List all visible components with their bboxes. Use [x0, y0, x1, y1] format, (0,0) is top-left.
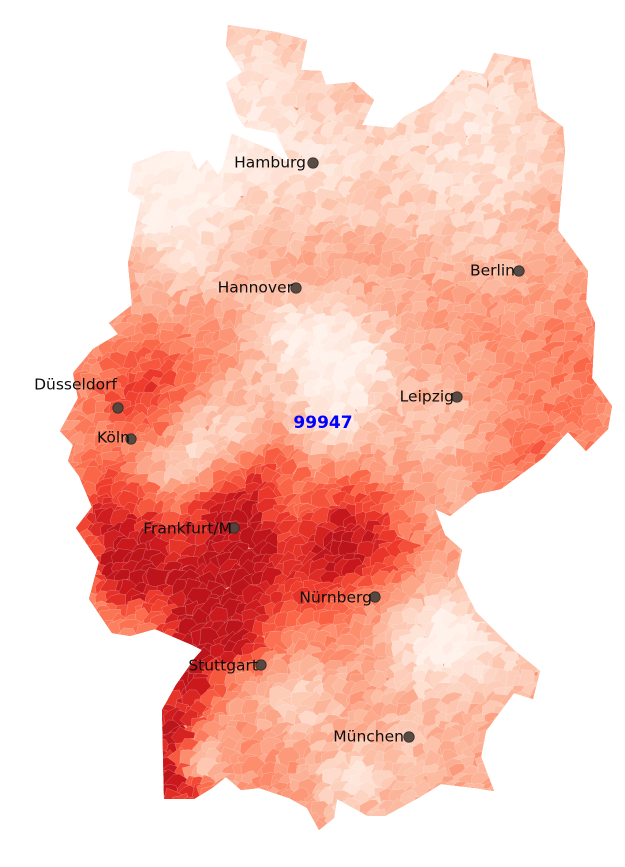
city-berlin: Berlin — [470, 262, 525, 280]
city-label: München — [333, 728, 404, 746]
city-label: Leipzig — [400, 388, 454, 406]
city-marker — [290, 282, 302, 294]
city-marker — [112, 402, 124, 414]
city-marker — [369, 591, 381, 603]
city-marker — [125, 433, 137, 445]
city-nrnberg: Nürnberg — [299, 589, 381, 607]
city-label: Stuttgart — [188, 657, 258, 675]
city-stuttgart: Stuttgart — [188, 657, 267, 675]
city-label: Nürnberg — [299, 589, 372, 607]
city-label: Hannover — [218, 279, 294, 297]
city-kln: Köln — [97, 429, 137, 447]
postal-code-label: 99947 — [293, 413, 352, 433]
city-marker — [451, 391, 463, 403]
city-mnchen: München — [333, 728, 415, 746]
city-marker — [307, 157, 319, 169]
city-frankfurtm: Frankfurt/M — [143, 520, 240, 538]
city-label: Köln — [97, 429, 130, 447]
city-dsseldorf: Düsseldorf — [34, 376, 124, 414]
city-label: Hamburg — [234, 154, 306, 172]
city-marker — [403, 731, 415, 743]
city-label: Frankfurt/M — [143, 520, 232, 538]
city-label: Düsseldorf — [34, 376, 117, 394]
city-label: Berlin — [470, 262, 515, 280]
city-hannover: Hannover — [218, 279, 302, 297]
city-hamburg: Hamburg — [234, 154, 319, 172]
city-marker — [255, 659, 267, 671]
city-marker — [513, 265, 525, 277]
city-marker — [228, 522, 240, 534]
city-leipzig: Leipzig — [400, 388, 463, 406]
city-layer: Hamburg Hannover Berlin Düsseldorf Köln Leipz… — [34, 154, 525, 746]
